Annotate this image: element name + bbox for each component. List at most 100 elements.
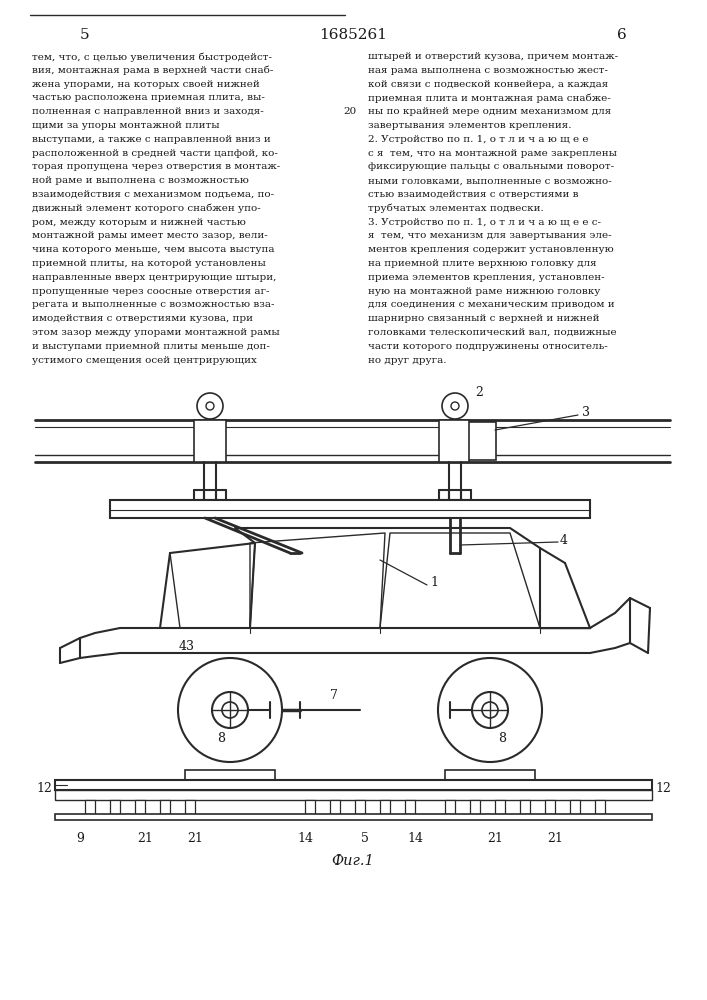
Text: 3: 3 [582,406,590,418]
Bar [194,420,226,462]
Text: приемная плита и монтажная рама снабже-: приемная плита и монтажная рама снабже- [368,93,611,103]
Text: пропущенные через соосные отверстия аг-: пропущенные через соосные отверстия аг- [32,287,269,296]
Text: на приемной плите верхнюю головку для: на приемной плите верхнюю головку для [368,259,597,268]
Text: головками телескопический вал, подвижные: головками телескопический вал, подвижные [368,328,617,337]
Text: ными головками, выполненные с возможно-: ными головками, выполненные с возможно- [368,176,612,185]
Bar [135,800,145,814]
Bar [470,800,480,814]
Circle shape [451,402,459,410]
Text: 2: 2 [475,386,483,399]
Bar [445,800,455,814]
Bar [405,800,415,814]
Circle shape [197,393,223,419]
Text: ны по крайней мере одним механизмом для: ны по крайней мере одним механизмом для [368,107,612,116]
Bar [305,800,315,814]
Text: 21: 21 [487,832,503,845]
Circle shape [206,402,214,410]
Bar [330,800,340,814]
Text: 20: 20 [344,107,357,116]
Bar [520,800,530,814]
Circle shape [222,702,238,718]
Text: завертывания элементов крепления.: завертывания элементов крепления. [368,121,571,130]
Text: 8: 8 [498,732,506,745]
Text: 9: 9 [76,832,84,845]
Text: приемной плиты, на которой установлены: приемной плиты, на которой установлены [32,259,266,268]
Text: ной раме и выполнена с возможностью: ной раме и выполнена с возможностью [32,176,249,185]
Text: 2. Устройство по п. 1, о т л и ч а ю щ е е: 2. Устройство по п. 1, о т л и ч а ю щ е… [368,135,588,144]
Text: движный элемент которого снабжен упо-: движный элемент которого снабжен упо- [32,204,261,213]
Bar [55,790,652,800]
Text: для соединения с механическим приводом и: для соединения с механическим приводом и [368,300,614,309]
Bar [110,800,120,814]
Text: щими за упоры монтажной плиты: щими за упоры монтажной плиты [32,121,220,130]
Bar [355,800,365,814]
Text: монтажной рамы имеет место зазор, вели-: монтажной рамы имеет место зазор, вели- [32,231,268,240]
Circle shape [442,393,468,419]
Bar [85,800,95,814]
Text: 6: 6 [617,28,627,42]
Text: имодействия с отверстиями кузова, при: имодействия с отверстиями кузова, при [32,314,253,323]
Text: с я  тем, что на монтажной раме закреплены: с я тем, что на монтажной раме закреплен… [368,149,617,158]
Text: 5: 5 [80,28,90,42]
Text: части которого подпружинены относитель-: части которого подпружинены относитель- [368,342,608,351]
Bar [468,422,496,460]
Bar [185,770,275,780]
Bar [55,814,652,820]
Circle shape [480,700,500,720]
Text: частью расположена приемная плита, вы-: частью расположена приемная плита, вы- [32,93,265,102]
Bar [545,800,555,814]
Bar [110,500,590,518]
Text: и выступами приемной плиты меньше доп-: и выступами приемной плиты меньше доп- [32,342,270,351]
Text: фиксирующие пальцы с овальными поворот-: фиксирующие пальцы с овальными поворот- [368,162,614,171]
Text: 12: 12 [655,782,671,795]
Text: ную на монтажной раме нижнюю головку: ную на монтажной раме нижнюю головку [368,287,600,296]
Circle shape [212,692,248,728]
Text: Фиг.1: Фиг.1 [332,854,375,868]
Circle shape [438,658,542,762]
Text: чина которого меньше, чем высота выступа: чина которого меньше, чем высота выступа [32,245,274,254]
Text: 21: 21 [187,832,203,845]
Text: штырей и отверстий кузова, причем монтаж-: штырей и отверстий кузова, причем монтаж… [368,52,618,61]
Text: тем, что, с целью увеличения быстродейст-: тем, что, с целью увеличения быстродейст… [32,52,272,62]
Text: регата и выполненные с возможностью вза-: регата и выполненные с возможностью вза- [32,300,274,309]
Text: 14: 14 [407,832,423,845]
Bar [445,770,535,780]
Text: взаимодействия с механизмом подъема, по-: взаимодействия с механизмом подъема, по- [32,190,274,199]
Text: 43: 43 [179,640,195,653]
Text: я  тем, что механизм для завертывания эле-: я тем, что механизм для завертывания эле… [368,231,612,240]
Bar [185,800,195,814]
Text: 21: 21 [137,832,153,845]
Text: 1685261: 1685261 [319,28,387,42]
Text: 14: 14 [297,832,313,845]
Text: но друг друга.: но друг друга. [368,356,447,365]
Text: 21: 21 [547,832,563,845]
Text: кой связи с подвеской конвейера, а каждая: кой связи с подвеской конвейера, а кажда… [368,80,608,89]
Text: 12: 12 [36,782,52,795]
Circle shape [472,692,508,728]
Bar [439,420,469,462]
Text: 7: 7 [330,689,338,702]
Text: приема элементов крепления, установлен-: приема элементов крепления, установлен- [368,273,604,282]
Text: стью взаимодействия с отверстиями в: стью взаимодействия с отверстиями в [368,190,578,199]
Bar [55,780,652,790]
Text: расположенной в средней части цапфой, ко-: расположенной в средней части цапфой, ко… [32,149,278,158]
Bar [570,800,580,814]
Text: трубчатых элементах подвески.: трубчатых элементах подвески. [368,204,544,213]
Text: ная рама выполнена с возможностью жест-: ная рама выполнена с возможностью жест- [368,66,608,75]
Text: полненная с направленной вниз и заходя-: полненная с направленной вниз и заходя- [32,107,264,116]
Bar [595,800,605,814]
Text: 5: 5 [361,832,369,845]
Text: торая пропущена через отверстия в монтаж-: торая пропущена через отверстия в монтаж… [32,162,280,171]
Text: 4: 4 [560,534,568,546]
Circle shape [220,700,240,720]
Text: 8: 8 [217,732,225,745]
Text: ром, между которым и нижней частью: ром, между которым и нижней частью [32,218,246,227]
Text: 1: 1 [430,576,438,589]
Text: выступами, а также с направленной вниз и: выступами, а также с направленной вниз и [32,135,271,144]
Text: жена упорами, на которых своей нижней: жена упорами, на которых своей нижней [32,80,259,89]
Bar [380,800,390,814]
Text: 3. Устройство по п. 1, о т л и ч а ю щ е е с-: 3. Устройство по п. 1, о т л и ч а ю щ е… [368,218,601,227]
Text: направленные вверх центрирующие штыри,: направленные вверх центрирующие штыри, [32,273,276,282]
Text: ментов крепления содержит установленную: ментов крепления содержит установленную [368,245,614,254]
Bar [160,800,170,814]
